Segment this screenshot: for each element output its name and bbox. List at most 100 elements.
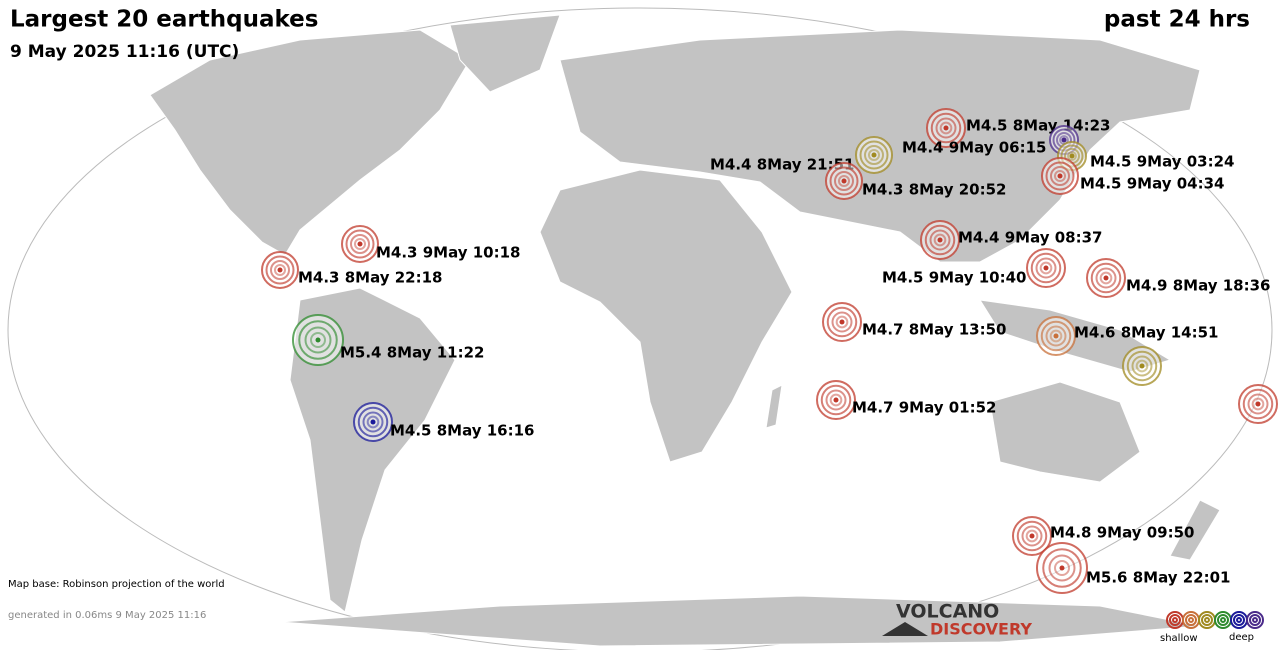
quake-center <box>1059 565 1065 571</box>
quake-layer: M4.5 8May 14:23 M4.4 8May 21:51 M4.4 9May … <box>261 108 1278 594</box>
quake-ring <box>353 237 367 251</box>
quake-ring <box>1049 329 1063 343</box>
quake-ring <box>362 411 384 433</box>
quake-ring <box>1247 393 1269 415</box>
quake-label: M4.5 9May 04:34 <box>1080 175 1225 193</box>
quake-marker <box>822 302 862 342</box>
quake-marker <box>1122 346 1162 386</box>
quake-ring <box>924 224 956 256</box>
legend <box>1166 611 1264 629</box>
legend-ring <box>1217 614 1229 626</box>
subtitle: 9 May 2025 11:16 (UTC) <box>10 42 239 62</box>
quake-label: M4.5 9May 10:40 <box>882 269 1027 287</box>
quake-ring <box>298 320 338 360</box>
quake-ring <box>1035 257 1057 279</box>
quake-ring <box>859 140 889 170</box>
new-zealand <box>1169 499 1221 561</box>
legend-ring <box>1249 614 1261 626</box>
quake-center <box>277 267 283 273</box>
quake-marker <box>1036 316 1076 356</box>
quake-label: M4.9 8May 18:36 <box>1126 277 1271 295</box>
quake-marker <box>926 108 966 148</box>
quake-center <box>357 241 363 247</box>
quake-ring <box>1045 161 1075 191</box>
legend-deep: deep <box>1229 632 1254 643</box>
quake-marker <box>1238 384 1278 424</box>
quake-center <box>839 319 845 325</box>
quake-marker <box>1036 542 1088 594</box>
quake-ring <box>270 260 290 280</box>
quake-marker <box>855 136 893 174</box>
quake-ring <box>939 121 953 135</box>
quake-center <box>1057 173 1063 179</box>
quake-ring <box>1126 350 1158 382</box>
quake-ring <box>826 306 858 338</box>
quake-ring <box>829 166 859 196</box>
quake-marker <box>1041 157 1079 195</box>
quake-center <box>1069 153 1075 159</box>
south-america <box>289 287 456 613</box>
quake-label: M4.3 8May 22:18 <box>298 269 443 287</box>
legend-ring <box>1233 614 1245 626</box>
quake-ring <box>1095 267 1117 289</box>
quake-ring <box>1039 261 1053 275</box>
legend-ring <box>1172 617 1178 623</box>
quake-label: M4.4 8May 21:51 <box>710 156 855 174</box>
quake-center <box>1061 137 1067 143</box>
quake-label: M4.6 8May 14:51 <box>1074 324 1219 342</box>
quake-marker <box>920 220 960 260</box>
quake-ring <box>825 389 847 411</box>
quake-ring <box>829 393 843 407</box>
quake-ring <box>835 315 849 329</box>
quake-ring <box>1050 166 1070 186</box>
quake-ring <box>1042 548 1082 588</box>
quake-ring <box>1021 525 1043 547</box>
quake-center <box>315 337 321 343</box>
quake-ring <box>935 117 957 139</box>
quake-label: M4.3 9May 10:18 <box>376 244 521 262</box>
generated-note: generated in 0.06ms 9 May 2025 11:16 <box>8 610 206 621</box>
quake-ring <box>831 311 853 333</box>
quake-label: M4.7 8May 13:50 <box>862 321 1007 339</box>
title: Largest 20 earthquakes <box>10 7 318 33</box>
quake-label: M5.4 8May 11:22 <box>340 344 485 362</box>
quake-marker <box>341 225 379 263</box>
quake-label: M4.4 9May 08:37 <box>958 229 1103 247</box>
quake-ring <box>350 234 370 254</box>
quake-ring <box>357 406 389 438</box>
legend-ring <box>1236 617 1242 623</box>
quake-ring <box>1054 560 1070 576</box>
quake-label: M4.4 9May 06:15 <box>902 139 1047 157</box>
australia <box>989 381 1141 483</box>
legend-ring <box>1188 617 1194 623</box>
antarctica <box>279 595 1201 647</box>
quake-marker <box>1086 258 1126 298</box>
quake-center <box>370 419 376 425</box>
quake-ring <box>1135 359 1149 373</box>
map-base-note: Map base: Robinson projection of the wor… <box>8 579 225 590</box>
quake-ring <box>933 233 947 247</box>
legend-ring <box>1169 614 1181 626</box>
quake-ring <box>1131 355 1153 377</box>
legend-ring <box>1185 614 1197 626</box>
quake-center <box>1029 533 1035 539</box>
quake-center <box>833 397 839 403</box>
quake-label: M4.5 8May 14:23 <box>966 117 1111 135</box>
logo-line1: VOLCANO <box>896 601 999 623</box>
quake-marker <box>1012 516 1052 556</box>
quake-ring <box>1090 262 1122 294</box>
quake-ring <box>265 255 295 285</box>
period: past 24 hrs <box>1104 7 1250 33</box>
quake-ring <box>345 229 375 259</box>
quake-center <box>841 178 847 184</box>
legend-ring <box>1204 617 1210 623</box>
quake-ring <box>1067 151 1077 161</box>
quake-label: M5.6 8May 22:01 <box>1086 569 1231 587</box>
quake-center <box>1139 363 1145 369</box>
madagascar <box>765 384 783 429</box>
logo-icon <box>882 622 928 636</box>
quake-ring <box>930 112 962 144</box>
quake-marker <box>825 162 863 200</box>
quake-ring <box>1242 388 1274 420</box>
legend-shallow: shallow <box>1160 633 1198 644</box>
